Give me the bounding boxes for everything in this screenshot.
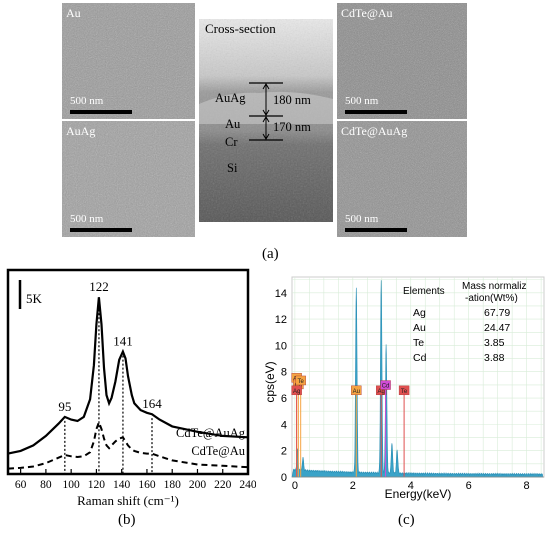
element-marker-tag: Ag bbox=[291, 385, 302, 396]
sem-image-cross-section: Cross-section AuAg 180 nm Au 170 nm Cr S… bbox=[199, 19, 333, 222]
y-axis-label: cps(eV) bbox=[263, 361, 277, 402]
x-tick-label: 0 bbox=[292, 480, 298, 492]
x-tick-label: 120 bbox=[88, 479, 106, 491]
layer-label-cr: Cr bbox=[225, 135, 238, 149]
scale-bar-label: 500 nm bbox=[345, 95, 379, 107]
sem-image-cdte-au: CdTe@Au 500 nm bbox=[337, 3, 467, 119]
element-marker-tag: Au bbox=[351, 385, 362, 396]
x-tick-label: 160 bbox=[138, 479, 156, 491]
scale-bar-label: 500 nm bbox=[345, 213, 379, 225]
sem-label-au: Au bbox=[66, 6, 81, 20]
sem-label-auag: AuAg bbox=[66, 124, 96, 138]
x-tick-label: 80 bbox=[40, 479, 52, 491]
scale-bar-label: 500 nm bbox=[70, 95, 104, 107]
x-axis-label: Raman shift (cm⁻¹) bbox=[77, 493, 179, 508]
table-header-elements: Elements bbox=[403, 286, 445, 297]
cross-section-title: Cross-section bbox=[205, 21, 276, 36]
plot-frame bbox=[6, 268, 250, 476]
series-label-cdte-au: CdTe@Au bbox=[191, 444, 245, 458]
plot-background bbox=[291, 276, 545, 478]
svg-text:Ag: Ag bbox=[378, 389, 385, 395]
x-tick-label: 240 bbox=[239, 479, 256, 491]
table-cell-value: 24.47 bbox=[484, 322, 510, 334]
x-tick-label: 200 bbox=[189, 479, 207, 491]
y-tick-label: 4 bbox=[281, 419, 287, 431]
svg-text:Au: Au bbox=[353, 389, 360, 395]
svg-text:Te: Te bbox=[401, 389, 408, 395]
table-header-mass-cont: -ation(Wt%) bbox=[465, 293, 518, 304]
y-tick-label: 10 bbox=[275, 340, 287, 352]
peak-label: 141 bbox=[113, 334, 133, 349]
raman-chart: 5K 60 80 100 120 140 160 180 200 220 240 95 122 141… bbox=[6, 268, 256, 508]
table-cell-value: 3.88 bbox=[484, 352, 505, 364]
scale-bar bbox=[345, 228, 407, 232]
spectrum-fill bbox=[291, 280, 543, 478]
table-cell-element: Au bbox=[413, 322, 426, 334]
y-tick-label: 2 bbox=[281, 446, 287, 458]
scale-bar bbox=[70, 110, 132, 114]
y-tick-label: 0 bbox=[281, 472, 287, 484]
sem-image-au: Au 500 nm bbox=[62, 3, 195, 119]
sem-label-cdte-auag: CdTe@AuAg bbox=[341, 124, 408, 138]
table-cell-value: 67.79 bbox=[484, 307, 510, 319]
x-tick-label: 140 bbox=[113, 479, 131, 491]
x-tick-label: 100 bbox=[63, 479, 81, 491]
x-tick-label: 180 bbox=[164, 479, 182, 491]
x-tick-label: 4 bbox=[408, 480, 414, 492]
table-cell-element: Te bbox=[413, 337, 424, 349]
table-header-mass: Mass normaliz bbox=[462, 281, 526, 292]
scale-bar bbox=[70, 228, 132, 232]
caption-a: (a) bbox=[262, 246, 279, 262]
x-tick-label: 2 bbox=[350, 480, 356, 492]
thickness-auag: 180 nm bbox=[273, 93, 311, 107]
x-tick-label: 6 bbox=[466, 480, 472, 492]
sem-image-cdte-auag: CdTe@AuAg 500 nm bbox=[337, 121, 467, 237]
layer-label-au: Au bbox=[225, 117, 241, 131]
sem-image-auag: AuAg 500 nm bbox=[62, 121, 195, 237]
caption-b: (b) bbox=[118, 512, 136, 528]
x-tick-label: 8 bbox=[524, 480, 530, 492]
series-line-cdte-au bbox=[7, 419, 249, 470]
caption-c: (c) bbox=[398, 512, 415, 528]
svg-text:Ag: Ag bbox=[293, 389, 300, 395]
y-tick-label: 14 bbox=[275, 288, 287, 300]
series-label-cdte-auag: CdTe@AuAg bbox=[176, 426, 246, 440]
layer-label-si: Si bbox=[227, 161, 238, 175]
element-marker-tag: Cd bbox=[380, 380, 391, 390]
peak-label: 95 bbox=[58, 399, 71, 414]
svg-text:Te: Te bbox=[298, 379, 305, 385]
y-tick-label: 12 bbox=[275, 314, 287, 326]
series-line-cdte-auag bbox=[7, 297, 249, 455]
thickness-au: 170 nm bbox=[273, 120, 311, 134]
table-cell-value: 3.85 bbox=[484, 337, 505, 349]
sem-label-cdte-au: CdTe@Au bbox=[341, 6, 393, 20]
x-tick-label: 60 bbox=[15, 479, 27, 491]
element-marker-tag: Te bbox=[398, 385, 410, 396]
svg-text:Cd: Cd bbox=[382, 384, 390, 390]
element-table: Elements Mass normaliz -ation(Wt%) Ag 67.… bbox=[403, 281, 526, 364]
scale-bar bbox=[345, 110, 407, 114]
table-cell-element: Ag bbox=[413, 307, 426, 319]
element-marker-tag: Te bbox=[295, 375, 306, 386]
x-tick-label: 220 bbox=[214, 479, 232, 491]
layer-label-auag: AuAg bbox=[215, 91, 246, 105]
x-axis-label: Energy(keV) bbox=[385, 487, 452, 501]
scale-bar-5k-label: 5K bbox=[26, 291, 43, 306]
peak-label: 164 bbox=[142, 396, 162, 411]
scale-bar-label: 500 nm bbox=[70, 213, 104, 225]
y-tick-label: 8 bbox=[281, 367, 287, 379]
table-cell-element: Cd bbox=[413, 352, 427, 364]
peak-label: 122 bbox=[89, 279, 109, 294]
y-tick-label: 6 bbox=[281, 393, 287, 405]
